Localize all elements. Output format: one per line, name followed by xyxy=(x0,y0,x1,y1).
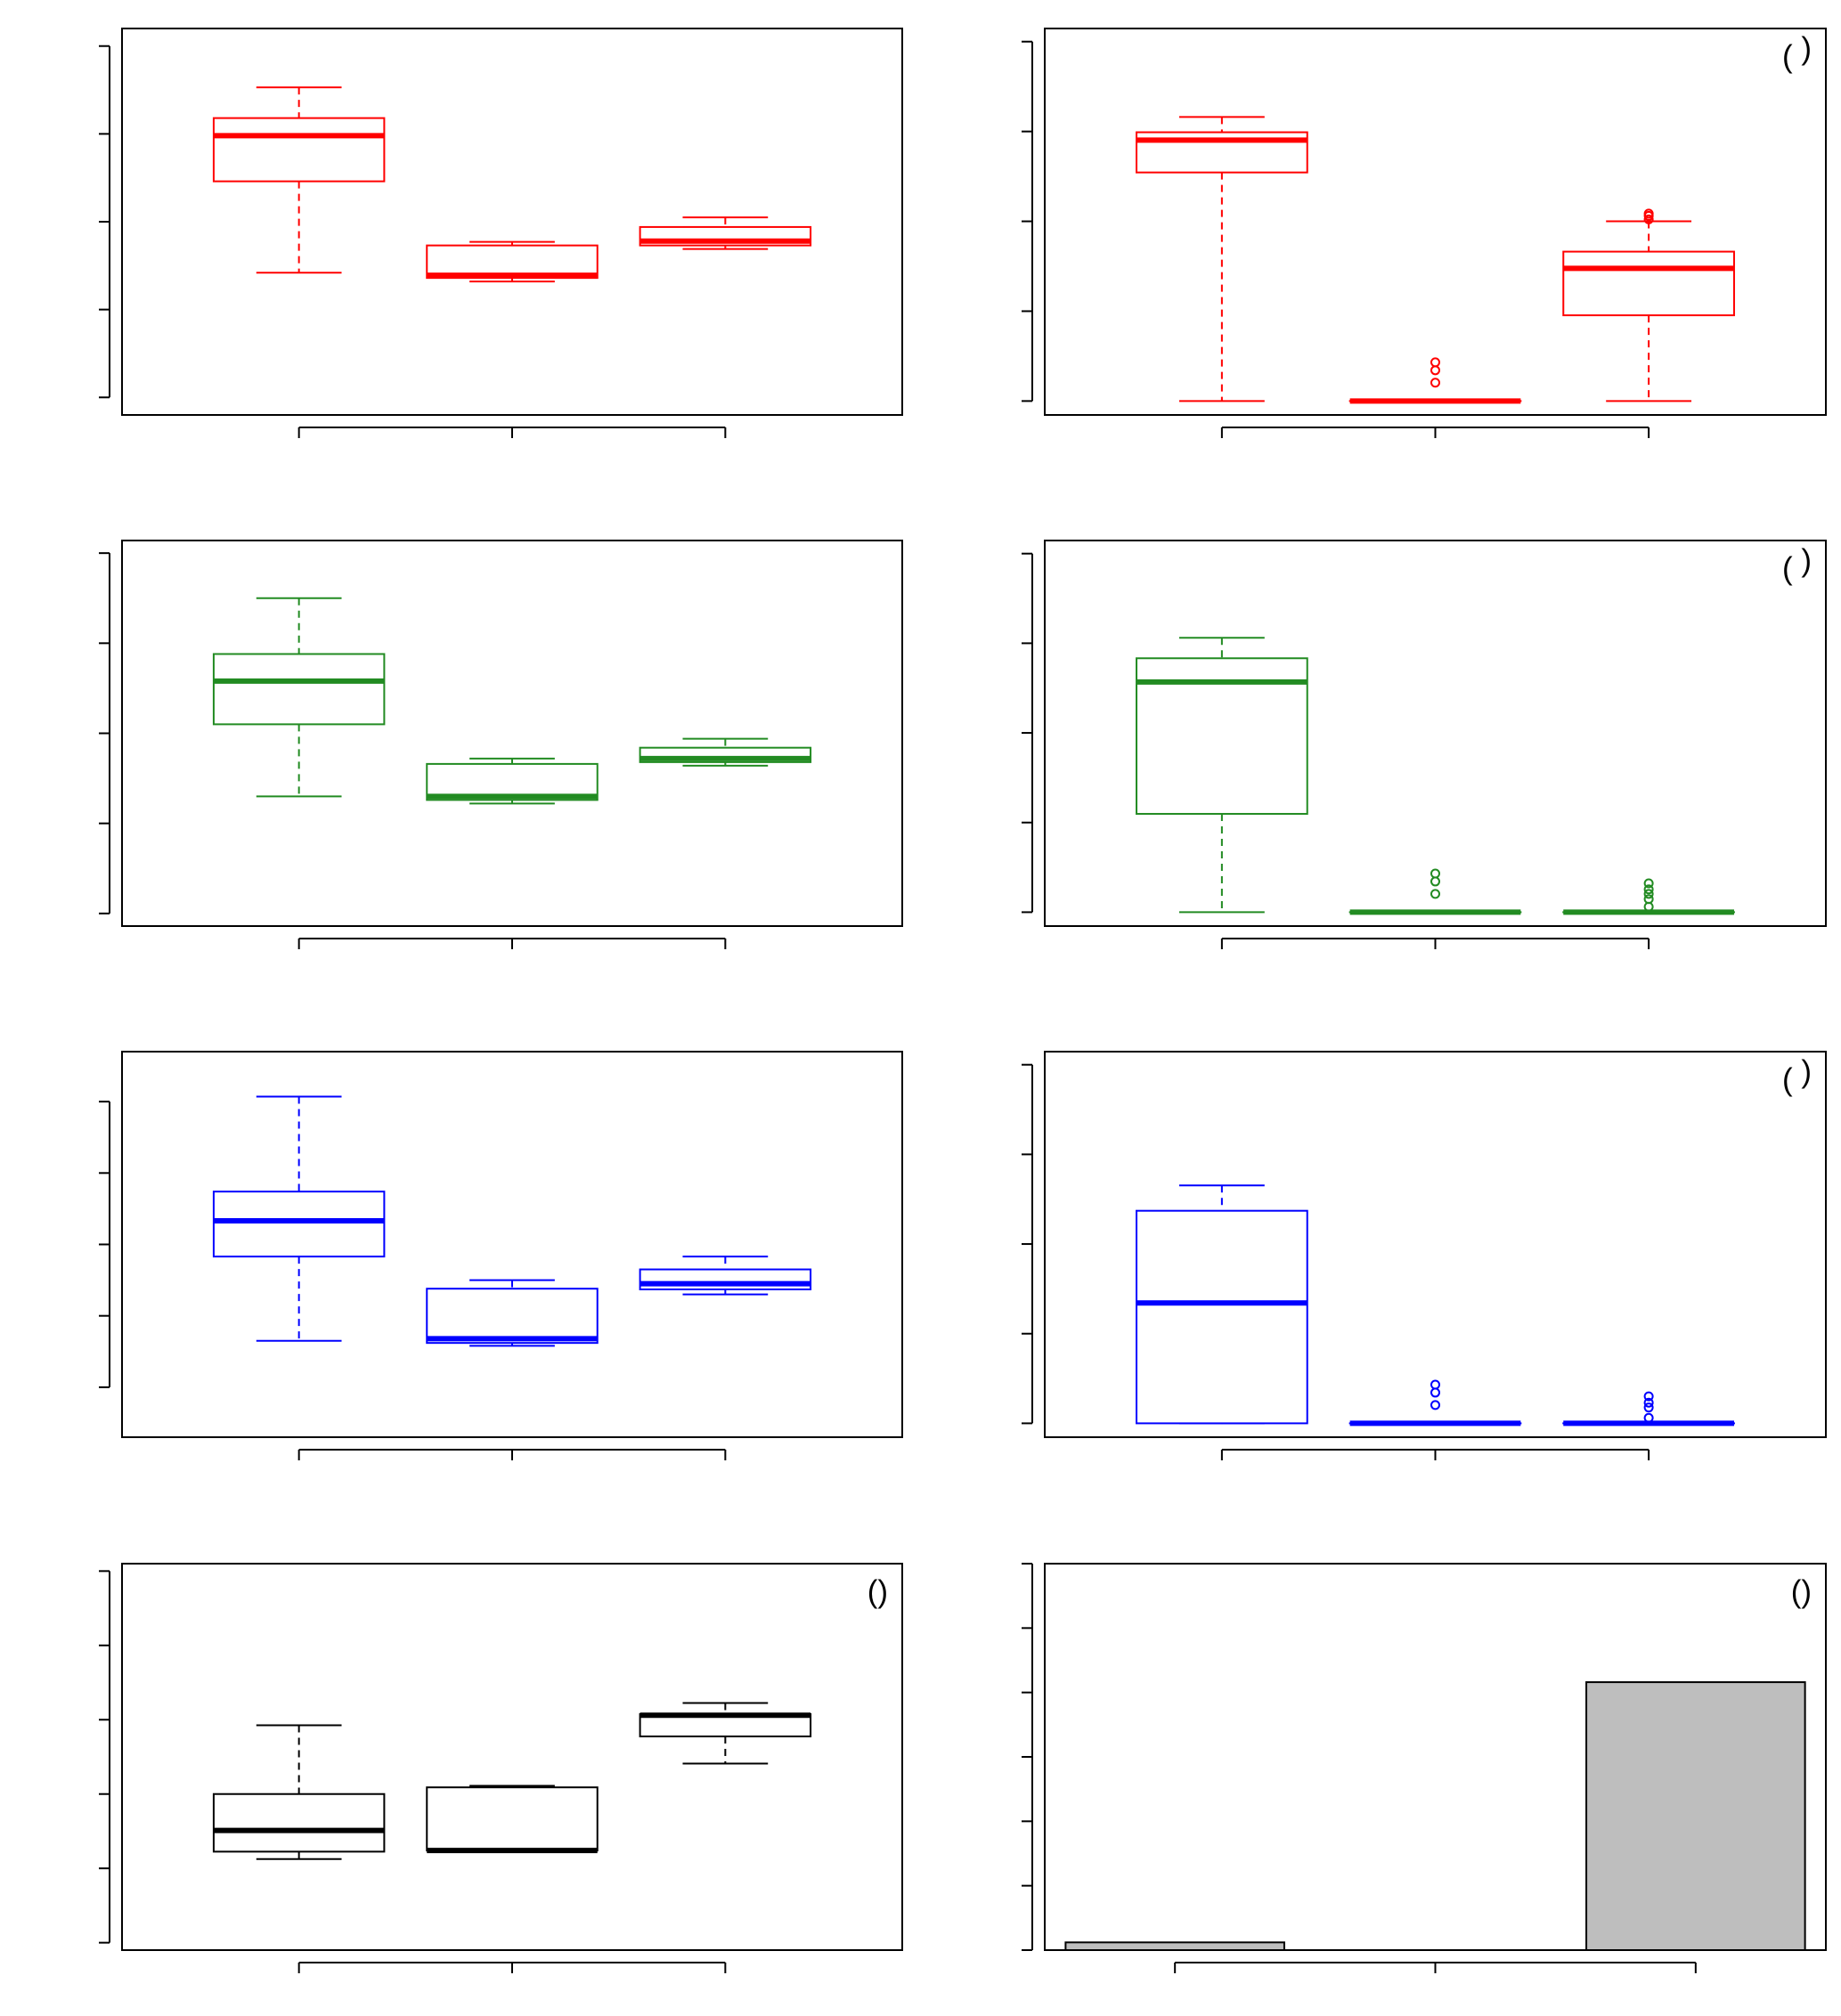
title-paren: ( xyxy=(1782,39,1793,74)
outlier-point xyxy=(1430,868,1440,879)
box-plot xyxy=(426,1784,599,1854)
panel-0 xyxy=(99,28,903,438)
title-paren: ( xyxy=(1782,1062,1793,1097)
title-paren: ) xyxy=(1793,543,1812,578)
box-plot xyxy=(1562,208,1735,402)
plot-frame xyxy=(1044,1051,1827,1438)
box-plot xyxy=(212,1724,386,1860)
title-paren: ( xyxy=(868,1574,878,1609)
outlier-point xyxy=(1430,876,1440,887)
box-plot xyxy=(1348,868,1522,915)
outlier-point xyxy=(1430,1387,1440,1398)
box-plot xyxy=(212,86,386,274)
box-iqr xyxy=(212,117,386,183)
outlier-point xyxy=(1430,889,1440,899)
panel-title: ( ) xyxy=(1782,31,1812,74)
bar xyxy=(1064,1941,1285,1952)
plot-frame xyxy=(121,28,903,416)
panel-6: () xyxy=(99,1563,903,1973)
plot-frame xyxy=(1044,28,1827,416)
box-iqr xyxy=(212,1191,386,1258)
box-iqr xyxy=(639,1268,812,1291)
outlier-point xyxy=(1430,1400,1440,1410)
panel-2 xyxy=(99,540,903,949)
title-paren: ) xyxy=(1793,31,1812,66)
box-iqr xyxy=(426,1786,599,1852)
panel-title: ( ) xyxy=(1782,1054,1812,1097)
box-iqr xyxy=(212,653,386,726)
title-paren: ( xyxy=(1791,1574,1802,1609)
outlier-point xyxy=(1430,365,1440,376)
title-paren: ) xyxy=(877,1574,888,1609)
panel-4 xyxy=(99,1051,903,1460)
panel-1: ( ) xyxy=(1022,28,1827,438)
outlier-point xyxy=(1430,357,1440,368)
title-paren: ) xyxy=(1801,1574,1812,1609)
box-plot xyxy=(426,1279,599,1347)
box-iqr xyxy=(1136,1209,1308,1425)
title-paren: ( xyxy=(1782,551,1793,586)
box-plot xyxy=(1348,357,1522,404)
box-plot xyxy=(1562,878,1735,915)
plot-frame xyxy=(121,1051,903,1438)
box-plot xyxy=(212,597,386,798)
outlier-point xyxy=(1643,1402,1654,1413)
box-iqr xyxy=(426,1288,599,1345)
outlier-point xyxy=(1643,208,1654,219)
plot-frame xyxy=(121,1563,903,1951)
box-plot xyxy=(1136,1184,1308,1425)
outlier-point xyxy=(1643,878,1654,889)
plot-frame xyxy=(121,540,903,927)
panel-title: () xyxy=(1791,1574,1812,1609)
title-paren: ) xyxy=(1793,1054,1812,1089)
panel-title: ( ) xyxy=(1782,543,1812,586)
box-iqr xyxy=(1562,250,1735,317)
outlier-point xyxy=(1643,894,1654,905)
box-plot xyxy=(639,1256,812,1296)
box-plot xyxy=(1136,637,1308,914)
box-plot xyxy=(212,1095,386,1342)
box-iqr xyxy=(212,1792,386,1853)
outlier-point xyxy=(1643,214,1654,224)
panel-7: () xyxy=(1022,1563,1827,1973)
bar xyxy=(1585,1681,1806,1952)
box-plot xyxy=(639,737,812,767)
outlier-point xyxy=(1643,884,1654,895)
outlier-point xyxy=(1430,378,1440,388)
outlier-point xyxy=(1430,1379,1440,1390)
panel-5: ( ) xyxy=(1022,1051,1827,1460)
outlier-point xyxy=(1643,1391,1654,1402)
outlier-point xyxy=(1643,1397,1654,1408)
outlier-point xyxy=(1643,889,1654,899)
box-plot xyxy=(1348,1379,1522,1427)
box-plot xyxy=(1562,1391,1735,1427)
box-plot xyxy=(639,1702,812,1765)
panel-3: ( ) xyxy=(1022,540,1827,949)
plot-frame xyxy=(1044,540,1827,927)
panel-title: () xyxy=(868,1574,888,1609)
box-plot xyxy=(1136,116,1308,402)
outlier-point xyxy=(1643,1412,1654,1423)
box-plot xyxy=(639,216,812,250)
box-plot xyxy=(426,757,599,805)
box-plot xyxy=(426,240,599,283)
